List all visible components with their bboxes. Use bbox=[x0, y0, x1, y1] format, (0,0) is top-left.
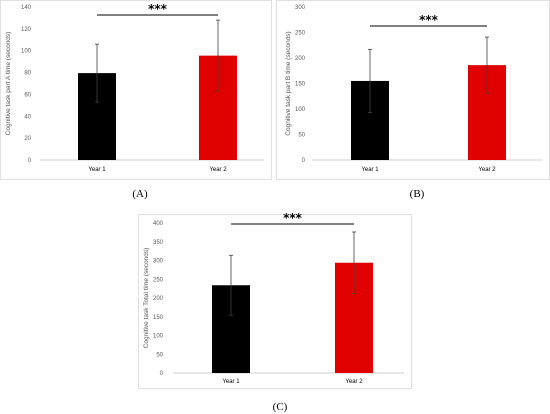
panel-border bbox=[138, 214, 412, 389]
y-tick-label: 0 bbox=[302, 158, 306, 164]
x-category-label: Year 1 bbox=[222, 379, 240, 385]
y-axis-title: Cognitive task part B time (seconds) bbox=[285, 31, 292, 135]
significance-marker: *** bbox=[283, 211, 303, 225]
y-tick-label: 150 bbox=[153, 315, 164, 321]
x-category-label: Year 2 bbox=[478, 167, 496, 173]
x-category-label: Year 2 bbox=[209, 167, 227, 173]
y-tick-label: 300 bbox=[295, 5, 306, 11]
x-category-label: Year 2 bbox=[345, 379, 363, 385]
chart-panel-1: 0 20 40 60 80 100 120 140 Cognitive task part A … bbox=[0, 0, 272, 200]
panel-border bbox=[0, 0, 272, 180]
y-tick-label: 300 bbox=[153, 259, 164, 265]
y-tick-label: 140 bbox=[21, 5, 32, 11]
y-tick-label: 0 bbox=[160, 371, 164, 377]
y-tick-label: 100 bbox=[295, 107, 306, 113]
y-tick-label: 20 bbox=[24, 136, 31, 142]
y-tick-label: 50 bbox=[298, 133, 305, 139]
y-tick-label: 200 bbox=[295, 56, 306, 62]
y-tick-label: 400 bbox=[153, 221, 164, 227]
y-tick-label: 80 bbox=[24, 71, 31, 77]
x-category-label: Year 1 bbox=[88, 167, 106, 173]
panel-border bbox=[276, 0, 550, 180]
y-tick-label: 250 bbox=[295, 31, 306, 37]
chart-panel-3: 0 50 100 150 200 250 300 350 400 Cognitive task T… bbox=[138, 211, 412, 413]
y-axis-title: Cognitive task part A time (seconds) bbox=[5, 32, 12, 136]
x-category-label: Year 1 bbox=[361, 167, 379, 173]
y-tick-label: 40 bbox=[24, 114, 31, 120]
y-tick-label: 350 bbox=[153, 240, 164, 246]
y-axis-title: Cognitive task Total time (seconds) bbox=[143, 248, 150, 349]
y-tick-label: 200 bbox=[153, 296, 164, 302]
y-tick-label: 0 bbox=[28, 158, 32, 164]
chart-panel-2: 0 50 100 150 200 250 300 Cognitive task part B … bbox=[276, 0, 550, 200]
y-tick-label: 100 bbox=[153, 334, 164, 340]
y-tick-label: 50 bbox=[156, 352, 163, 358]
y-tick-label: 60 bbox=[24, 92, 31, 98]
panel-caption: (B) bbox=[410, 188, 425, 200]
panel-caption: (A) bbox=[132, 188, 148, 200]
significance-marker: *** bbox=[148, 2, 168, 16]
y-tick-label: 250 bbox=[153, 277, 164, 283]
y-tick-label: 120 bbox=[21, 27, 32, 33]
significance-marker: *** bbox=[419, 13, 439, 27]
panel-caption: (C) bbox=[273, 401, 288, 413]
y-tick-label: 150 bbox=[295, 82, 306, 88]
y-tick-label: 100 bbox=[21, 49, 32, 55]
